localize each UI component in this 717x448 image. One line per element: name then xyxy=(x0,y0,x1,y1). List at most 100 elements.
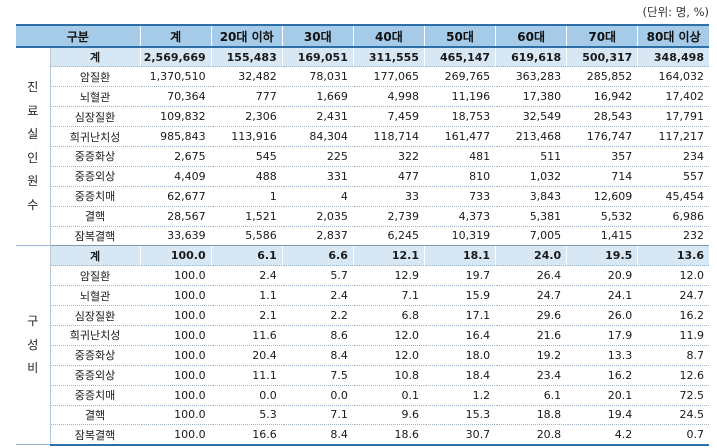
section-label-char: 진 xyxy=(27,80,39,95)
row-label: 결핵 xyxy=(49,405,141,426)
row-label: 중증외상 xyxy=(49,166,141,187)
value-cell: 16,942 xyxy=(566,86,638,108)
value-cell: 331 xyxy=(281,166,354,187)
section-label-char: 성 xyxy=(27,337,39,352)
value-cell: 2,431 xyxy=(281,106,354,128)
value-cell: 10,319 xyxy=(423,226,496,247)
table-row: 잠복결핵 100.0 16.6 8.4 18.6 30.7 20.8 4.2 0.7 xyxy=(16,424,709,446)
value-cell: 13.3 xyxy=(566,345,638,366)
row-label: 심장질환 xyxy=(49,305,141,326)
row-label: 심장질환 xyxy=(49,106,141,128)
value-cell: 12.6 xyxy=(637,365,709,386)
value-cell: 1,370,510 xyxy=(139,66,212,88)
value-cell: 363,283 xyxy=(495,66,567,88)
value-cell: 45,454 xyxy=(637,186,709,207)
value-cell: 6.6 xyxy=(281,245,354,267)
value-cell: 6,986 xyxy=(637,206,709,227)
value-cell: 113,916 xyxy=(210,126,283,147)
value-cell: 2,739 xyxy=(352,206,425,227)
value-cell: 619,618 xyxy=(495,47,567,68)
value-cell: 2,675 xyxy=(139,146,212,167)
value-cell: 5,586 xyxy=(210,226,283,247)
row-label: 결핵 xyxy=(49,206,141,227)
value-cell: 20.8 xyxy=(495,424,567,446)
value-cell: 11.9 xyxy=(637,325,709,346)
value-cell: 32,549 xyxy=(495,106,567,128)
value-cell: 16.2 xyxy=(566,365,638,386)
section-label-char: 원 xyxy=(27,174,39,189)
value-cell: 1,032 xyxy=(495,166,567,187)
section-label-char: 인 xyxy=(27,150,39,165)
value-cell: 19.7 xyxy=(423,265,496,287)
value-cell: 62,677 xyxy=(139,186,212,207)
value-cell: 109,832 xyxy=(139,106,212,128)
value-cell: 0.0 xyxy=(281,385,354,406)
value-cell: 4,373 xyxy=(423,206,496,227)
row-label: 잠복결핵 xyxy=(49,424,141,446)
value-cell: 24.7 xyxy=(495,285,567,307)
value-cell: 16.4 xyxy=(423,325,496,346)
value-cell: 357 xyxy=(566,146,638,167)
table-row: 결핵 28,567 1,521 2,035 2,739 4,373 5,381 5,532 6,… xyxy=(16,206,709,227)
value-cell: 78,031 xyxy=(281,66,354,88)
value-cell: 12.0 xyxy=(352,325,425,346)
value-cell: 4,998 xyxy=(352,86,425,108)
data-table: 구분 계 20대 이하 30대 40대 50대 60대 70대 80대 이상 진… xyxy=(16,24,709,446)
value-cell: 5.3 xyxy=(210,405,283,426)
value-cell: 477 xyxy=(352,166,425,187)
value-cell: 17,380 xyxy=(495,86,567,108)
value-cell: 18.8 xyxy=(495,405,567,426)
table-row: 중증외상 100.0 11.1 7.5 10.8 18.4 23.4 16.2 12.6 xyxy=(16,365,709,386)
value-cell: 1,669 xyxy=(281,86,354,108)
value-cell: 20.1 xyxy=(566,385,638,406)
value-cell: 19.4 xyxy=(566,405,638,426)
value-cell: 985,843 xyxy=(139,126,212,147)
value-cell: 1,415 xyxy=(566,226,638,247)
table-row: 진 료 실 인 원 수 계 2,569,669 155,483 169,051 311,555 465… xyxy=(16,47,709,247)
value-cell: 24.7 xyxy=(637,285,709,307)
value-cell: 213,468 xyxy=(495,126,567,147)
value-cell: 28,567 xyxy=(139,206,212,227)
value-cell: 11.1 xyxy=(210,365,283,386)
value-cell: 2,306 xyxy=(210,106,283,128)
header-cell: 계 xyxy=(139,24,212,48)
value-cell: 23.4 xyxy=(495,365,567,386)
value-cell: 20.4 xyxy=(210,345,283,366)
value-cell: 24.0 xyxy=(495,245,567,267)
value-cell: 15.3 xyxy=(423,405,496,426)
header-row: 구분 계 20대 이하 30대 40대 50대 60대 70대 80대 이상 xyxy=(16,24,709,48)
value-cell: 7.1 xyxy=(281,405,354,426)
table-row: 중증치매 100.0 0.0 0.0 0.1 1.2 6.1 20.1 72.5 xyxy=(16,385,709,406)
value-cell: 100.0 xyxy=(139,424,212,446)
value-cell: 26.0 xyxy=(566,305,638,326)
value-cell: 33,639 xyxy=(139,226,212,247)
row-label: 암질환 xyxy=(49,265,141,287)
table-row: 뇌혈관 70,364 777 1,669 4,998 11,196 17,380 16,942… xyxy=(16,86,709,108)
value-cell: 810 xyxy=(423,166,496,187)
value-cell: 18.1 xyxy=(423,245,496,267)
value-cell: 6.1 xyxy=(210,245,283,267)
value-cell: 5,381 xyxy=(495,206,567,227)
value-cell: 18.0 xyxy=(423,345,496,366)
value-cell: 1.1 xyxy=(210,285,283,307)
value-cell: 0.7 xyxy=(637,424,709,446)
value-cell: 8.4 xyxy=(281,345,354,366)
value-cell: 545 xyxy=(210,146,283,167)
value-cell: 9.6 xyxy=(352,405,425,426)
value-cell: 70,364 xyxy=(139,86,212,108)
row-label: 중증치매 xyxy=(49,385,141,406)
value-cell: 11,196 xyxy=(423,86,496,108)
table-row: 뇌혈관 100.0 1.1 2.4 7.1 15.9 24.7 24.1 24.7 xyxy=(16,285,709,307)
value-cell: 84,304 xyxy=(281,126,354,147)
section-label-char: 비 xyxy=(27,361,39,376)
value-cell: 1,521 xyxy=(210,206,283,227)
value-cell: 32,482 xyxy=(210,66,283,88)
value-cell: 20.9 xyxy=(566,265,638,287)
value-cell: 0.0 xyxy=(210,385,283,406)
value-cell: 24.5 xyxy=(637,405,709,426)
value-cell: 11.6 xyxy=(210,325,283,346)
value-cell: 24.1 xyxy=(566,285,638,307)
table-row: 결핵 100.0 5.3 7.1 9.6 15.3 18.8 19.4 24.5 xyxy=(16,405,709,426)
value-cell: 18.6 xyxy=(352,424,425,446)
